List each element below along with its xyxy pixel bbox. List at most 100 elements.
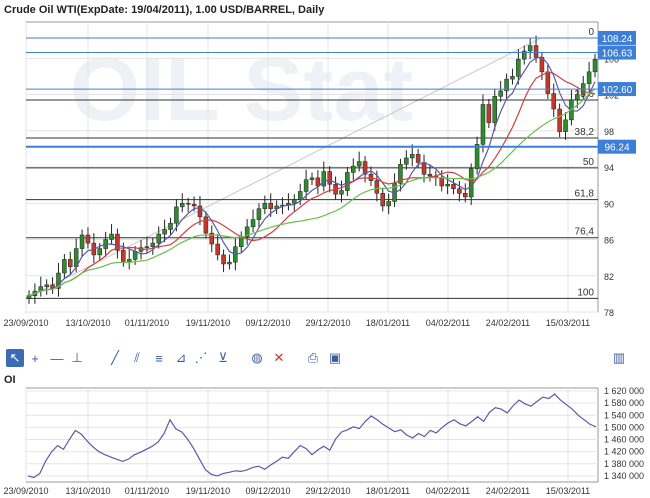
comment-icon[interactable]: ◍ — [251, 350, 263, 365]
oi-y-tick-label: 1 460 000 — [604, 435, 644, 445]
candle-body — [551, 93, 556, 110]
y-tick-label: 86 — [604, 236, 614, 246]
fib-level-label: 100 — [577, 287, 594, 298]
candle-body — [592, 58, 598, 73]
oi-panel-label: OI — [4, 374, 16, 386]
candle-body — [85, 234, 91, 244]
vertical-line-icon[interactable]: ⊥ — [71, 350, 83, 365]
candle-body — [356, 161, 362, 167]
fib-level-label: 38,2 — [575, 127, 595, 138]
candle-body — [26, 295, 32, 299]
fib-level-label: 76,4 — [575, 227, 595, 238]
crosshair-icon[interactable]: + — [31, 350, 39, 366]
oi-x-tick-label: 23/09/2010 — [3, 486, 48, 496]
candle-body — [126, 259, 132, 262]
oi-y-tick-label: 1 540 000 — [604, 410, 644, 420]
candle-body — [451, 183, 456, 189]
candle-body — [427, 174, 433, 177]
oi-frame — [25, 387, 599, 483]
candle-body — [474, 144, 480, 170]
drawing-toolbar: ↖ + — ⊥ ╱ ⫽ ≡ ⊿ ⋰ ⊻ ◍ ✕ ⎙ ▣ ▥ — [4, 348, 628, 368]
cursor-icon[interactable]: ↖ — [6, 349, 24, 367]
speed-lines-icon[interactable]: ⊻ — [218, 350, 228, 365]
horizontal-line-icon[interactable]: — — [50, 350, 64, 366]
candle-body — [262, 203, 268, 209]
y-tick-label: 82 — [604, 272, 614, 282]
parallel-channel-icon[interactable]: ⫽ — [134, 350, 140, 365]
candle-body — [303, 179, 309, 192]
candle-body — [415, 154, 421, 163]
oi-x-tick-label: 24/02/2011 — [486, 486, 530, 496]
fibonacci-icon[interactable]: ≡ — [155, 350, 163, 366]
oi-y-tick-label: 1 500 000 — [604, 422, 644, 432]
candle-body — [297, 191, 303, 200]
delete-icon[interactable]: ✕ — [273, 350, 285, 365]
candle-body — [168, 222, 173, 230]
candle-body — [368, 174, 374, 181]
oi-y-tick-label: 1 380 000 — [604, 459, 644, 469]
candle-body — [239, 236, 244, 247]
gann-icon[interactable]: ⋰ — [194, 350, 208, 365]
candle-body — [380, 193, 385, 207]
price-tag-label: 106.63 — [602, 49, 633, 60]
x-tick-label: 23/09/2010 — [3, 318, 48, 328]
oi-x-tick-label: 29/12/2010 — [305, 486, 350, 496]
candle-body — [121, 250, 126, 262]
candle-body — [533, 45, 539, 58]
candle-body — [374, 180, 380, 194]
fib-level-label: 61,8 — [575, 189, 595, 200]
candle-body — [50, 284, 55, 289]
candle-body — [292, 199, 297, 204]
candle-body — [409, 154, 415, 159]
candle-body — [203, 216, 209, 234]
oi-y-tick-label: 1 420 000 — [604, 447, 644, 457]
candle-body — [268, 203, 273, 209]
candle-body — [150, 242, 156, 247]
price-tag-box — [598, 139, 636, 154]
x-tick-label: 01/11/2010 — [125, 318, 169, 328]
candle-body — [468, 168, 474, 198]
price-tag-label: 108.24 — [602, 34, 633, 45]
x-tick-label: 18/01/2011 — [366, 318, 410, 328]
candle-body — [516, 58, 521, 77]
oi-x-tick-label: 13/10/2010 — [65, 486, 110, 496]
oi-x-tick-label: 18/01/2011 — [366, 486, 410, 496]
candle-body — [68, 259, 73, 267]
fan-icon[interactable]: ⊿ — [175, 350, 187, 365]
candle-body — [463, 193, 468, 198]
candle-body — [457, 188, 462, 194]
price-tag-box — [598, 82, 636, 97]
x-tick-label: 29/12/2010 — [305, 318, 350, 328]
candle-body — [575, 94, 580, 101]
candle-body — [480, 104, 486, 145]
trend-line-icon[interactable]: ╱ — [111, 350, 119, 365]
candle-body — [439, 177, 444, 187]
candle-body — [56, 272, 61, 289]
candle-body — [563, 119, 568, 132]
candle-body — [227, 261, 232, 265]
oi-y-tick-label: 1 620 000 — [604, 386, 644, 396]
candle-body — [586, 71, 592, 84]
trash-icon[interactable]: ▥ — [612, 350, 626, 365]
price-tag-box — [598, 45, 636, 60]
candle-body — [62, 259, 67, 274]
candle-body — [445, 183, 450, 187]
save-icon[interactable]: ▣ — [328, 350, 342, 365]
candle-body — [404, 157, 409, 165]
print-icon[interactable]: ⎙ — [307, 350, 319, 365]
candle-body — [527, 45, 533, 52]
y-tick-label: 90 — [604, 199, 614, 209]
oi-chart[interactable]: 1 340 000 1 380 000 1 420 000 1 460 000 1 50… — [0, 372, 650, 498]
candle-body — [498, 90, 503, 97]
oi-x-tick-label: 15/03/2011 — [546, 486, 590, 496]
candle-body — [144, 246, 150, 248]
candle-body — [156, 233, 161, 244]
candle-body — [386, 201, 391, 207]
candle-body — [180, 203, 185, 208]
ma-slow-line — [28, 88, 596, 297]
candle-body — [250, 219, 256, 228]
candle-body — [504, 78, 509, 92]
x-tick-label: 04/02/2011 — [426, 318, 470, 328]
oi-x-tick-label: 01/11/2010 — [125, 486, 169, 496]
